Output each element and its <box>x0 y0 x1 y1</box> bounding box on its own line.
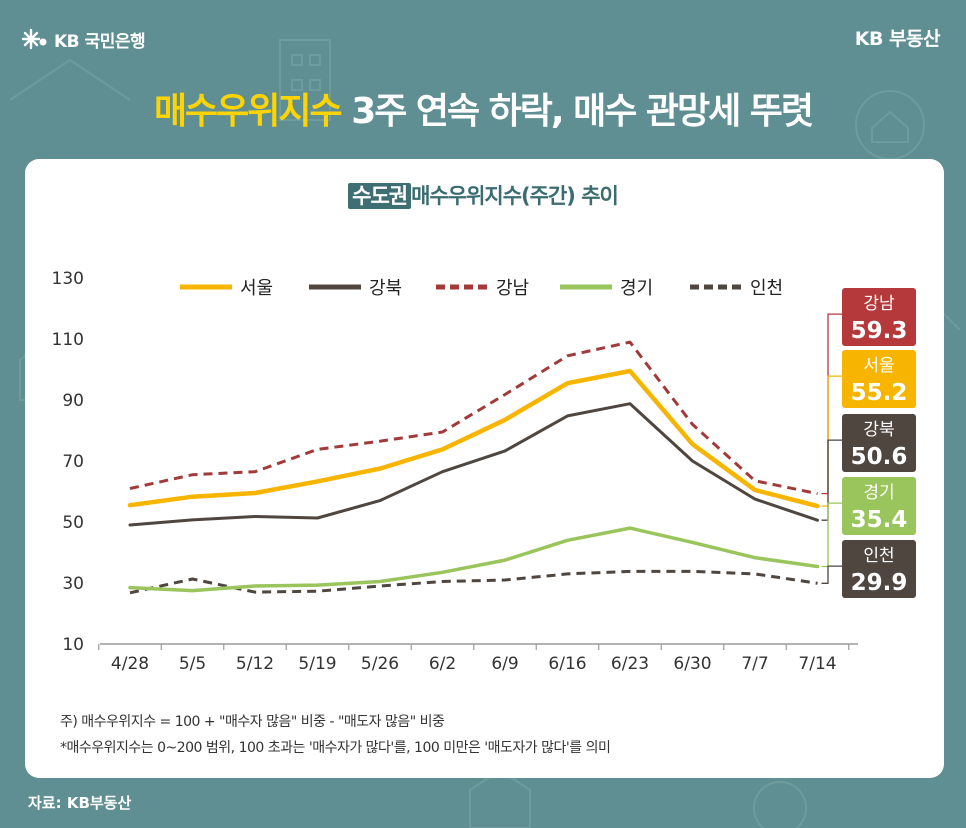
x-tick-label: 6/9 <box>491 654 518 674</box>
end-label-leader-gangbuk <box>821 439 842 521</box>
kb-bank-logo: KB 국민은행 <box>22 25 146 53</box>
end-label-value-gangbuk: 50.6 <box>851 444 908 470</box>
x-tick-label: 6/2 <box>429 654 456 674</box>
end-label-box-incheon <box>842 540 916 598</box>
x-tick-label: 4/28 <box>111 654 149 674</box>
end-label-box-seoul <box>842 350 916 408</box>
x-tick-label: 5/5 <box>179 654 206 674</box>
end-label-leader-gangnam <box>821 313 842 495</box>
end-label-name-seoul: 서울 <box>863 356 894 376</box>
end-label-value-gyeonggi: 35.4 <box>851 507 908 533</box>
footnote-formula: 주) 매수우위지수 = 100 + "매수자 많음" 비중 - "매도자 많음"… <box>60 714 445 730</box>
kb-realestate-label: KB 부동산 <box>854 28 941 50</box>
x-tick-label: 6/23 <box>611 654 649 674</box>
x-tick-label: 5/19 <box>298 654 336 674</box>
y-tick-label: 30 <box>62 574 84 594</box>
y-tick-label: 70 <box>62 452 84 472</box>
end-label-value-seoul: 55.2 <box>851 380 908 406</box>
series-line-gangbuk <box>128 402 819 527</box>
x-tick-label: 5/12 <box>236 654 274 674</box>
y-tick-label: 10 <box>62 635 84 655</box>
end-label-value-incheon: 29.9 <box>851 570 908 596</box>
series-line-gangnam <box>129 340 818 496</box>
x-tick-label: 6/16 <box>548 654 586 674</box>
legend-label-seoul: 서울 <box>240 278 273 299</box>
bank-name: KB 국민은행 <box>54 31 146 52</box>
footnote-range: *매수우위지수는 0~200 범위, 100 초과는 '매수자가 많다'를, 1… <box>60 740 611 756</box>
y-tick-label: 130 <box>52 269 84 289</box>
x-tick-label: 6/30 <box>673 654 711 674</box>
legend-label-gyeonggi: 경기 <box>620 278 653 299</box>
end-label-name-gangbuk: 강북 <box>863 420 894 440</box>
end-label-name-gangnam: 강남 <box>863 294 895 314</box>
kb-star-icon <box>22 28 47 50</box>
x-tick-label: 5/26 <box>361 654 399 674</box>
end-label-name-gyeonggi: 경기 <box>863 483 894 503</box>
series-line-incheon <box>129 569 818 595</box>
chart-title-region-box: 수도권 <box>348 183 412 209</box>
y-tick-label: 110 <box>52 330 84 350</box>
end-label-leader-gyeonggi <box>821 502 842 568</box>
y-tick-label: 90 <box>62 391 84 411</box>
chart-title-rest: 매수우위지수(주간) 추이 <box>411 184 619 208</box>
legend-label-incheon: 인천 <box>750 278 783 299</box>
end-label-leader-incheon <box>821 565 842 584</box>
end-label-box-gangnam <box>842 288 916 346</box>
series-line-gyeonggi <box>128 526 820 593</box>
y-tick-label: 50 <box>62 513 84 533</box>
end-label-leader-seoul <box>821 375 842 507</box>
x-tick-label: 7/14 <box>798 654 836 674</box>
chart-card <box>25 159 944 778</box>
series-line-seoul <box>127 368 820 509</box>
headline-rest: 3주 연속 하락, 매수 관망세 뚜렷 <box>340 91 814 132</box>
chart-title: 수도권 매수우위지수(주간) 추이 <box>0 180 966 210</box>
end-label-name-incheon: 인천 <box>863 546 894 566</box>
legend-label-gangnam: 강남 <box>496 278 529 299</box>
x-tick-label: 7/7 <box>741 654 768 674</box>
source-label: 자료: KB부동산 <box>28 794 132 812</box>
headline: 매수우위지수 3주 연속 하락, 매수 관망세 뚜렷 <box>0 82 966 134</box>
headline-highlight: 매수우위지수 <box>153 91 343 132</box>
legend-label-gangbuk: 강북 <box>369 278 402 299</box>
end-label-box-gyeonggi <box>842 477 916 535</box>
end-label-value-gangnam: 59.3 <box>851 318 908 344</box>
end-label-box-gangbuk <box>842 414 916 472</box>
